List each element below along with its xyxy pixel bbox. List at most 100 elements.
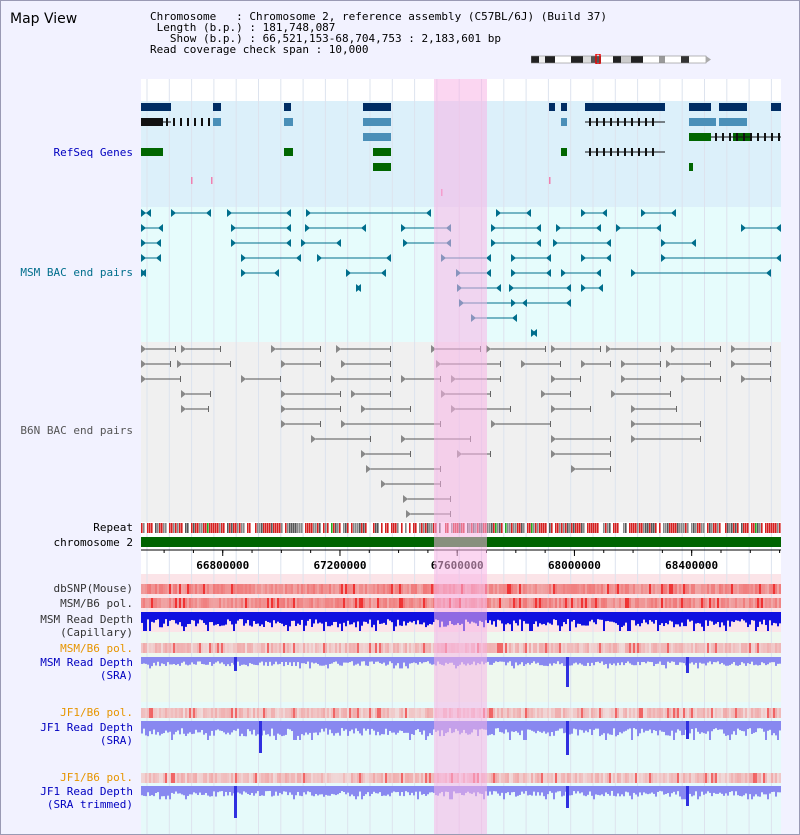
heat-cell bbox=[547, 584, 549, 594]
heat-cell bbox=[685, 773, 687, 783]
heat-cell bbox=[663, 598, 665, 608]
depth-bar bbox=[371, 721, 373, 729]
depth-bar bbox=[587, 657, 589, 663]
depth-bar bbox=[725, 786, 727, 794]
heat-cell bbox=[327, 598, 329, 608]
heat-cell bbox=[671, 643, 673, 653]
depth-bar bbox=[363, 657, 365, 662]
depth-bar bbox=[743, 657, 745, 664]
heat-cell bbox=[669, 643, 671, 653]
chromosome-ideogram[interactable] bbox=[531, 54, 711, 64]
heat-cell bbox=[203, 643, 205, 653]
heat-cell bbox=[169, 584, 171, 594]
heat-cell bbox=[735, 643, 737, 653]
heat-cell bbox=[503, 598, 505, 608]
depth-bar bbox=[701, 612, 703, 627]
depth-bar bbox=[619, 612, 621, 631]
heat-cell bbox=[249, 708, 251, 718]
heat-cell bbox=[757, 708, 759, 718]
depth-bar bbox=[551, 612, 553, 625]
depth-bar bbox=[633, 657, 635, 666]
heat-cell bbox=[309, 584, 311, 594]
heat-cell bbox=[463, 584, 465, 594]
heat-cell bbox=[441, 643, 443, 653]
heat-cell bbox=[571, 773, 573, 783]
gene-block bbox=[363, 133, 391, 141]
refseq-genes-label[interactable]: RefSeq Genes bbox=[53, 146, 133, 159]
bac-end-marker bbox=[146, 209, 151, 217]
depth-bar bbox=[555, 657, 557, 664]
depth-bar bbox=[211, 786, 213, 797]
heat-cell bbox=[333, 584, 335, 594]
depth-bar bbox=[255, 612, 257, 624]
depth-bar bbox=[301, 657, 303, 664]
repeat-element bbox=[607, 523, 609, 533]
depth-bar bbox=[211, 721, 213, 731]
heat-cell bbox=[305, 584, 307, 594]
heat-cell bbox=[693, 584, 695, 594]
bac-end-marker bbox=[500, 376, 501, 382]
depth-bar bbox=[641, 721, 643, 729]
depth-bar bbox=[657, 721, 659, 736]
heat-cell bbox=[171, 584, 173, 594]
heat-cell bbox=[299, 598, 301, 608]
depth-bar bbox=[203, 721, 205, 735]
bac-end-marker bbox=[571, 465, 576, 473]
track-plot-area[interactable]: 66800000 67200000 67600000 68000000 68400000 bbox=[141, 79, 791, 834]
depth-bar bbox=[707, 657, 709, 663]
depth-bar bbox=[413, 612, 415, 622]
heat-cell bbox=[273, 584, 275, 594]
depth-bar bbox=[147, 612, 149, 620]
depth-bar bbox=[467, 657, 469, 664]
heat-cell bbox=[437, 773, 439, 783]
heat-cell bbox=[149, 598, 151, 608]
heat-cell bbox=[583, 708, 585, 718]
depth-bar bbox=[529, 657, 531, 665]
depth-bar bbox=[181, 657, 183, 663]
heat-cell bbox=[403, 708, 405, 718]
heat-cell bbox=[489, 598, 491, 608]
heat-cell bbox=[533, 643, 535, 653]
heat-cell bbox=[629, 708, 631, 718]
depth-bar bbox=[765, 786, 767, 795]
depth-bar bbox=[341, 786, 343, 792]
heat-cell bbox=[189, 708, 191, 718]
depth-bar bbox=[395, 786, 397, 793]
gene-exon bbox=[778, 133, 780, 141]
bac-end-marker bbox=[611, 390, 616, 398]
heat-cell bbox=[773, 598, 775, 608]
heat-cell bbox=[309, 708, 311, 718]
heat-cell bbox=[523, 598, 525, 608]
heat-cell bbox=[745, 708, 747, 718]
ideogram-band bbox=[555, 56, 571, 63]
repeat-element bbox=[365, 523, 367, 533]
bac-end-marker bbox=[206, 209, 211, 217]
heat-cell bbox=[743, 643, 745, 653]
repeat-element bbox=[659, 523, 661, 533]
bac-end-marker bbox=[401, 375, 406, 383]
heat-cell bbox=[737, 773, 739, 783]
gene-exon bbox=[645, 148, 647, 156]
depth-bar bbox=[605, 612, 607, 622]
depth-bar bbox=[547, 657, 549, 667]
axis-tick-label: 67600000 bbox=[431, 559, 484, 572]
depth-bar bbox=[407, 657, 409, 669]
heat-cell bbox=[443, 708, 445, 718]
depth-bar bbox=[775, 612, 777, 624]
heat-cell bbox=[565, 598, 567, 608]
repeat-element bbox=[733, 523, 735, 533]
heat-cell bbox=[403, 598, 405, 608]
depth-bar bbox=[715, 657, 717, 663]
depth-bar bbox=[323, 657, 325, 666]
heat-cell bbox=[261, 598, 263, 608]
heat-cell bbox=[381, 643, 383, 653]
heat-cell bbox=[425, 643, 427, 653]
heat-cell bbox=[331, 598, 333, 608]
b6n-bac-end-pairs-label[interactable]: B6N BAC end pairs bbox=[20, 424, 133, 437]
depth-bar bbox=[733, 657, 735, 663]
heat-cell bbox=[375, 708, 377, 718]
heat-cell bbox=[209, 584, 211, 594]
heat-cell bbox=[285, 773, 287, 783]
msm-bac-end-pairs-label[interactable]: MSM BAC end pairs bbox=[20, 266, 133, 279]
heat-cell bbox=[235, 598, 237, 608]
